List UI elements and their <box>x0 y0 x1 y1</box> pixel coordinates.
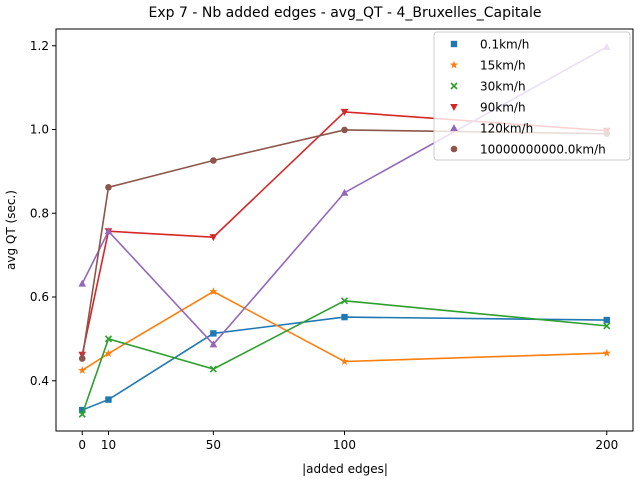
x-tick-label: 200 <box>595 438 618 452</box>
series-line <box>81 129 607 359</box>
x-tick-label: 0 <box>78 438 86 452</box>
data-point <box>210 157 217 164</box>
legend: 0.1km/h 15km/h 30km/h 90km/h 120km/h 10000000… <box>433 31 631 161</box>
legend-label: 10000000000.0km/h <box>480 143 606 157</box>
legend-label: 90km/h <box>480 101 526 115</box>
legend-label: 0.1km/h <box>480 38 529 52</box>
axes: 0 10 50 100 200 0.4 0.6 0.8 1.0 1.2 <box>30 39 618 452</box>
legend-marker <box>450 40 458 48</box>
data-point <box>78 365 87 374</box>
x-tick-label: 100 <box>333 438 356 452</box>
data-point <box>340 188 349 196</box>
legend-box <box>433 31 631 161</box>
data-point <box>340 357 349 365</box>
chart-title: Exp 7 - Nb added edges - avg_QT - 4_Brux… <box>149 5 542 21</box>
data-point <box>340 297 349 305</box>
data-point <box>78 410 86 418</box>
data-point <box>209 340 218 348</box>
data-point <box>602 348 611 357</box>
data-point <box>104 349 113 358</box>
data-point <box>105 183 112 191</box>
data-point <box>104 335 113 343</box>
data-point <box>341 126 348 134</box>
data-point <box>341 313 348 321</box>
data-point <box>603 322 611 330</box>
data-point <box>210 330 217 337</box>
data-point <box>209 287 218 296</box>
y-tick-label: 0.6 <box>30 290 49 304</box>
legend-label: 120km/h <box>480 122 533 136</box>
y-tick-label: 1.2 <box>30 39 49 53</box>
data-point <box>78 355 86 362</box>
data-point <box>209 365 217 373</box>
legend-marker <box>449 60 459 69</box>
legend-marker <box>450 82 458 90</box>
x-axis-label: |added edges| <box>302 462 388 476</box>
legend-label: 15km/h <box>480 59 526 73</box>
data-point <box>603 316 610 324</box>
data-point <box>104 227 113 235</box>
legend-marker <box>450 145 458 153</box>
series-line <box>81 316 607 411</box>
data-point <box>340 108 349 116</box>
legend-marker <box>450 124 458 131</box>
x-tick-label: 50 <box>206 438 221 452</box>
data-point <box>105 396 112 403</box>
plot-area <box>78 43 611 418</box>
data-point <box>78 279 87 287</box>
legend-label: 30km/h <box>480 80 526 94</box>
legend-marker <box>450 104 458 111</box>
y-tick-label: 0.8 <box>30 206 49 220</box>
y-tick-label: 0.4 <box>30 374 49 388</box>
x-tick-label: 10 <box>101 438 116 452</box>
y-axis-label: avg QT (sec.) <box>4 190 18 270</box>
y-tick-label: 1.0 <box>30 123 49 137</box>
data-point <box>79 406 86 414</box>
data-point <box>209 234 218 242</box>
